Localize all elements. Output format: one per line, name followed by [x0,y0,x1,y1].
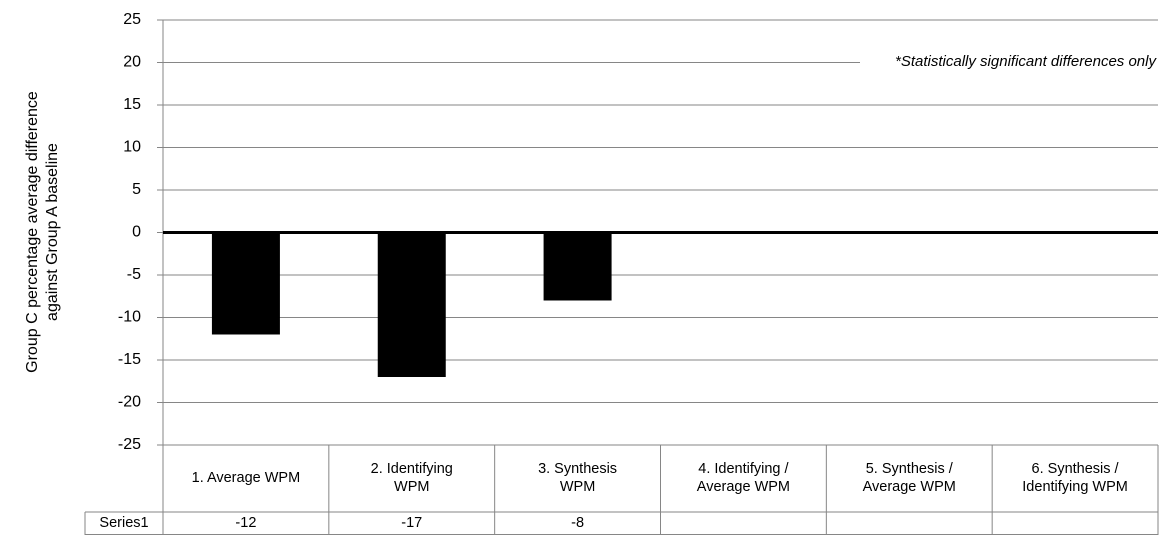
y-tick-label: 15 [123,96,141,113]
category-label: 6. Synthesis / Identifying WPM [1022,461,1128,495]
y-axis-label: Group C percentage average difference ag… [24,91,61,373]
category-label: 3. Synthesis WPM [538,461,618,495]
table-value: -12 [235,514,257,531]
y-tick-label: 20 [123,54,141,71]
y-tick-label: 0 [132,224,141,241]
y-tick-label: -10 [118,309,141,326]
y-tick-label: 10 [123,139,141,156]
table-value: -8 [571,514,585,531]
y-tick-label: -5 [127,266,141,283]
y-tick-label: -25 [118,436,141,453]
bar [543,232,612,301]
category-label: 4. Identifying / Average WPM [696,461,791,495]
y-tick-label: -15 [118,351,141,368]
annotation-bg [860,48,1158,76]
table-value [992,512,1158,535]
table-value [826,512,992,535]
annotation: *Statistically significant differences o… [895,53,1157,70]
bar [377,232,446,377]
y-tick-label: -20 [118,394,141,411]
table-value: -17 [401,514,423,531]
y-tick-label: 25 [123,11,141,28]
table-value [661,512,827,535]
category-label: 2. Identifying WPM [370,461,453,495]
y-tick-label: 5 [132,181,141,198]
series-name: Series1 [99,514,149,531]
category-label: 5. Synthesis / Average WPM [862,461,956,495]
category-label: 1. Average WPM [191,469,301,486]
bar [211,232,280,335]
